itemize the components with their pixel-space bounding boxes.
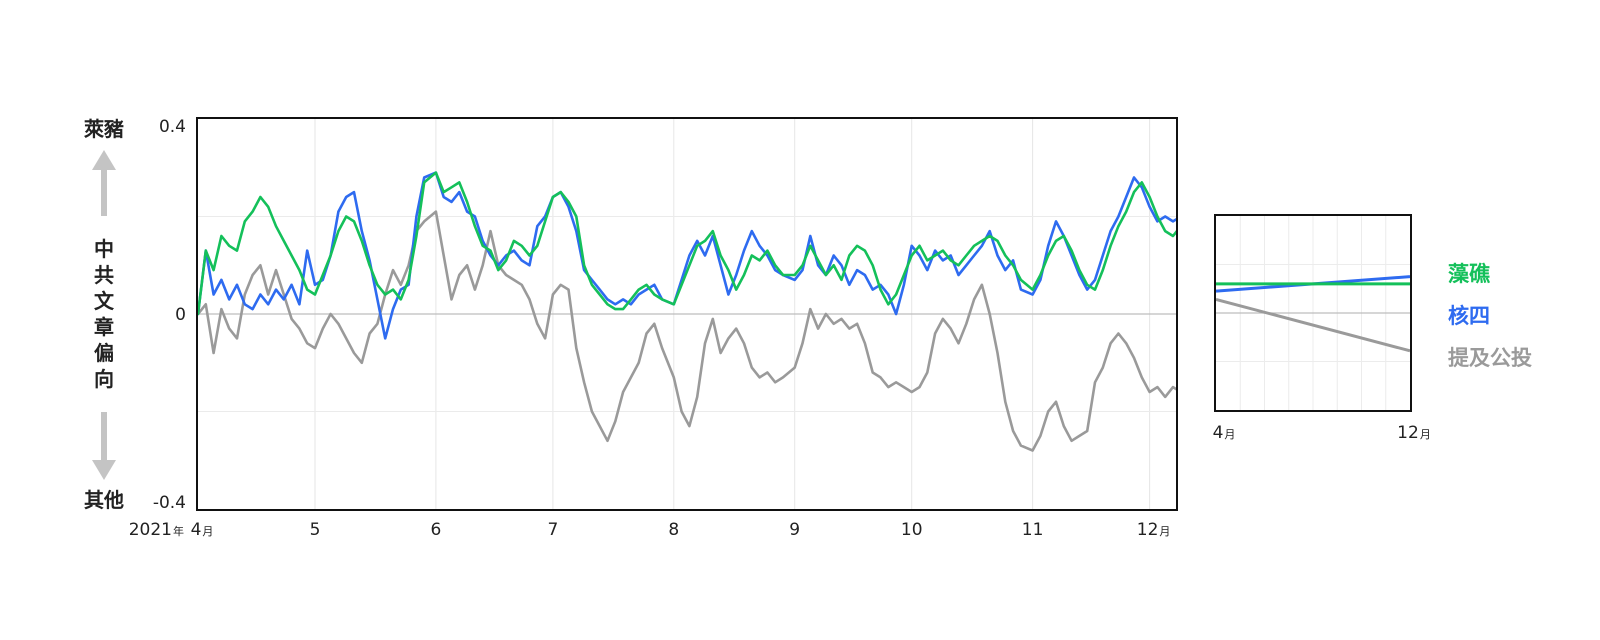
y-axis-title-char: 中 [94, 237, 114, 261]
series-line-2 [198, 210, 1176, 452]
y-tick-top: 0.4 [159, 117, 186, 137]
inset-gridlines [1216, 216, 1410, 410]
inset-series-lines [1216, 275, 1410, 353]
legend-item-zaojiao: 藻礁 [1448, 258, 1490, 288]
y-top-label: 萊豬 [83, 117, 124, 141]
inset-x-tick-label: 12月 [1397, 423, 1431, 443]
x-tick-label: 8 [668, 520, 679, 540]
x-tick-label: 4月 [191, 520, 214, 540]
series-line-1 [198, 171, 1176, 340]
x-tick-label: 6 [430, 520, 441, 540]
legend-label: 提及公投 [1448, 346, 1532, 370]
x-tick-label: 5 [310, 520, 321, 540]
inset-x-tick-labels: 4月 12月 [1213, 423, 1431, 443]
legend-item-hesi: 核四 [1448, 300, 1490, 330]
y-axis-title-char: 偏 [94, 341, 114, 365]
legend-label: 藻礁 [1448, 262, 1490, 286]
series-lines [198, 171, 1176, 452]
legend-label: 核四 [1448, 304, 1490, 328]
y-axis-title-char: 向 [94, 367, 114, 391]
x-year-label: 2021年 [129, 520, 184, 540]
x-tick-label: 7 [547, 520, 558, 540]
y-tick-zero: 0 [175, 305, 186, 325]
inset-x-tick-label: 4月 [1213, 423, 1236, 443]
arrow-up-icon [92, 150, 116, 216]
legend-item-referendum: 提及公投 [1448, 342, 1532, 372]
x-tick-label: 12月 [1137, 520, 1171, 540]
plot-frame [196, 117, 1178, 511]
x-tick-label: 9 [789, 520, 800, 540]
x-tick-label: 10 [901, 520, 923, 540]
y-axis-title-char: 共 [94, 263, 114, 287]
x-tick-label: 11 [1022, 520, 1044, 540]
y-axis-title-char: 章 [94, 315, 114, 339]
y-tick-bottom: -0.4 [153, 493, 186, 513]
series-line-0 [198, 171, 1176, 316]
x-tick-labels: 4月 5 6 7 8 9 10 11 12月 [191, 520, 1171, 540]
inset-series-line-2 [1216, 297, 1410, 353]
y-bottom-label: 其他 [84, 488, 124, 512]
y-gridlines [198, 216, 1176, 412]
arrow-down-icon [92, 412, 116, 480]
inset-frame [1214, 214, 1412, 412]
y-axis-title-char: 文 [94, 289, 115, 313]
